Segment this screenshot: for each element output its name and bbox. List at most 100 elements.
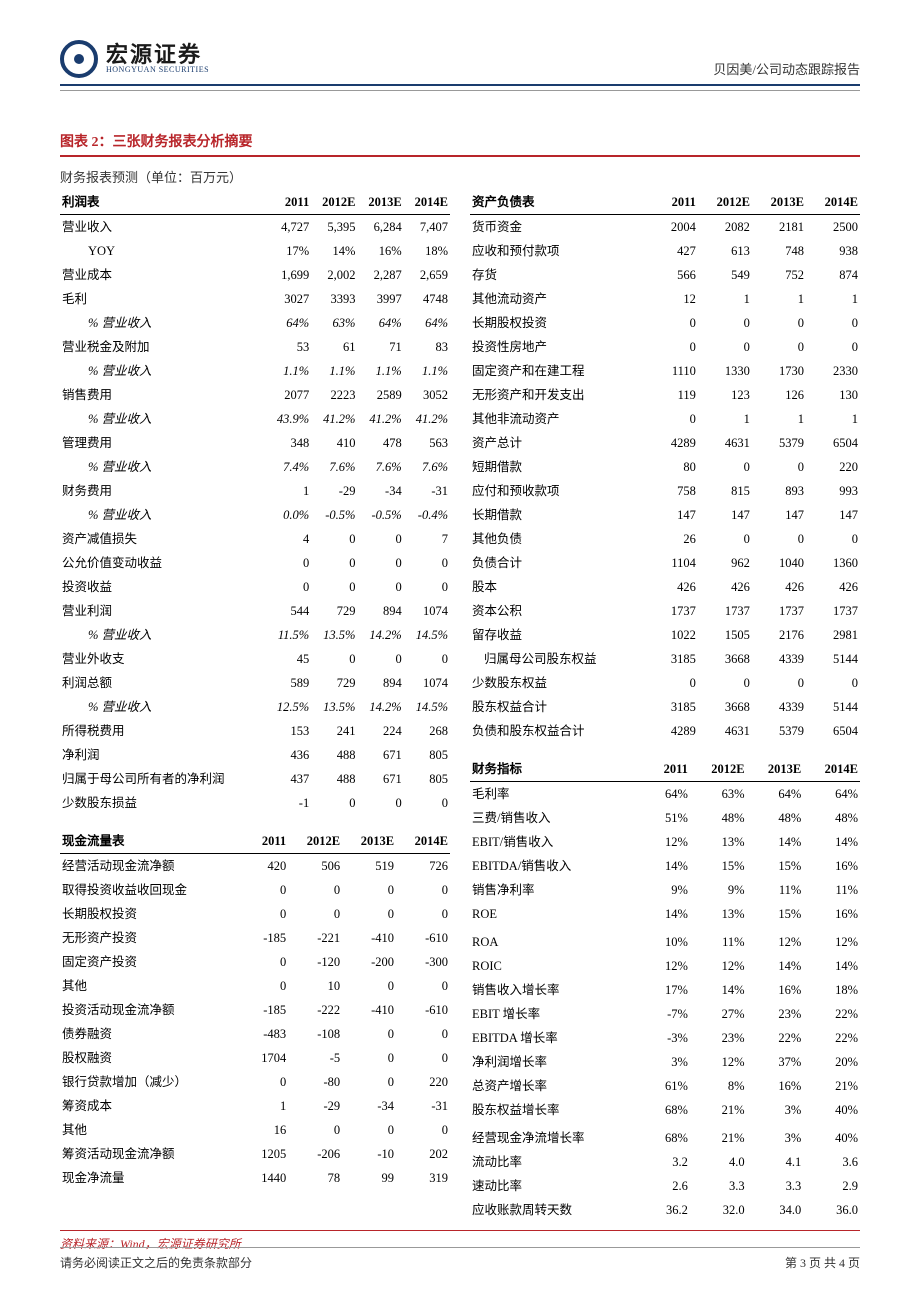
cell-value: 613 (698, 239, 752, 263)
cell-value: 0 (396, 902, 450, 926)
cell-value: 7.6% (357, 455, 403, 479)
cell-value: 0 (357, 527, 403, 551)
cell-value: 0 (342, 1022, 396, 1046)
cell-value: 2589 (357, 383, 403, 407)
table-row: 其他非流动资产0111 (470, 407, 860, 431)
cell-value: 23% (690, 1026, 747, 1050)
cell-value: 14.2% (357, 695, 403, 719)
cell-value: 5,395 (311, 215, 357, 240)
table-row: EBITDA/销售收入14%15%15%16% (470, 854, 860, 878)
cell-value: 0 (311, 791, 357, 815)
row-label: EBIT 增长率 (470, 1002, 647, 1026)
metrics-table: 财务指标 2011 2012E 2013E 2014E 毛利率64%63%64%… (470, 757, 860, 1222)
row-label: 负债和股东权益合计 (470, 719, 656, 743)
page-footer: 请务必阅读正文之后的免责条款部分 第 3 页 共 4 页 (60, 1247, 860, 1271)
cell-value: 589 (266, 671, 311, 695)
row-label: 归属于母公司所有者的净利润 (60, 767, 266, 791)
cell-value: -10 (342, 1142, 396, 1166)
cell-value: 14% (803, 954, 860, 978)
table-row: 速动比率2.63.33.32.9 (470, 1174, 860, 1198)
cell-value: 10% (647, 930, 690, 954)
cell-value: 15% (747, 854, 804, 878)
cell-value: 1.1% (311, 359, 357, 383)
cell-value: 348 (266, 431, 311, 455)
table-row: 所得税费用153241224268 (60, 719, 450, 743)
cell-value: 4 (266, 527, 311, 551)
table-row: 固定资产投资0-120-200-300 (60, 950, 450, 974)
row-label: % 营业收入 (60, 311, 266, 335)
cell-value: -3% (647, 1026, 690, 1050)
row-label: 流动比率 (470, 1150, 647, 1174)
cell-value: 1737 (806, 599, 860, 623)
table-row: ROA10%11%12%12% (470, 930, 860, 954)
cell-value: 2,287 (357, 263, 403, 287)
cell-value: 426 (752, 575, 806, 599)
cell-value: 7.4% (266, 455, 311, 479)
cell-value: 36.2 (647, 1198, 690, 1222)
cell-value: 61 (311, 335, 357, 359)
cell-value: 1 (806, 407, 860, 431)
cell-value: -0.5% (357, 503, 403, 527)
cell-value: 752 (752, 263, 806, 287)
cell-value: 4339 (752, 695, 806, 719)
cell-value: 3052 (404, 383, 450, 407)
row-label: 少数股东权益 (470, 671, 656, 695)
cell-value: -410 (342, 998, 396, 1022)
cell-value: 5144 (806, 695, 860, 719)
table-row: 营业利润5447298941074 (60, 599, 450, 623)
row-label: 股本 (470, 575, 656, 599)
cell-value: 9% (647, 878, 690, 902)
cell-value: 544 (266, 599, 311, 623)
table-row: EBIT 增长率-7%27%23%22% (470, 1002, 860, 1026)
chart-title: 图表 2：三张财务报表分析摘要 (60, 131, 860, 157)
cell-value: -108 (288, 1022, 342, 1046)
row-label: EBITDA 增长率 (470, 1026, 647, 1050)
cell-value: 1,699 (266, 263, 311, 287)
cell-value: 420 (246, 854, 288, 879)
cell-value: 11% (747, 878, 804, 902)
cell-value: 1730 (752, 359, 806, 383)
cell-value: 1737 (698, 599, 752, 623)
cell-value: 153 (266, 719, 311, 743)
cell-value: 220 (806, 455, 860, 479)
row-label: 银行贷款增加（减少） (60, 1070, 246, 1094)
cell-value: 893 (752, 479, 806, 503)
row-label: 利润总额 (60, 671, 266, 695)
cell-value: 14% (311, 239, 357, 263)
table-row: 存货566549752874 (470, 263, 860, 287)
cell-value: 6504 (806, 719, 860, 743)
row-label: 其他 (60, 1118, 246, 1142)
logo-icon (60, 40, 98, 78)
income-statement-table: 利润表 2011 2012E 2013E 2014E 营业收入4,7275,39… (60, 190, 450, 815)
year-2014e: 2014E (404, 190, 450, 215)
cell-value: 48% (690, 806, 747, 830)
row-label: 负债合计 (470, 551, 656, 575)
cell-value: 36.0 (803, 1198, 860, 1222)
row-label: 投资收益 (60, 575, 266, 599)
row-label: 净利润增长率 (470, 1050, 647, 1074)
table-row: 筹资成本1-29-34-31 (60, 1094, 450, 1118)
cell-value: 0 (698, 671, 752, 695)
cell-value: 15% (690, 854, 747, 878)
table-row: 归属于母公司所有者的净利润437488671805 (60, 767, 450, 791)
row-label: 取得投资收益收回现金 (60, 878, 246, 902)
cell-value: 1.1% (266, 359, 311, 383)
cell-value: 64% (647, 782, 690, 807)
cell-value: 3668 (698, 695, 752, 719)
cell-value: 3% (747, 1126, 804, 1150)
cell-value: -206 (288, 1142, 342, 1166)
cell-value: 3668 (698, 647, 752, 671)
cell-value: 0 (698, 455, 752, 479)
cell-value: 34.0 (747, 1198, 804, 1222)
cashflow-header-row: 现金流量表 2011 2012E 2013E 2014E (60, 829, 450, 854)
row-label: ROE (470, 902, 647, 926)
cell-value: 0 (656, 407, 698, 431)
row-label: 投资活动现金流净额 (60, 998, 246, 1022)
table-row: 利润总额5897298941074 (60, 671, 450, 695)
logo-text-cn: 宏源证券 (106, 44, 209, 66)
row-label: 管理费用 (60, 431, 266, 455)
cell-value: 64% (266, 311, 311, 335)
cell-value: 874 (806, 263, 860, 287)
table-row: 短期借款8000220 (470, 455, 860, 479)
cell-value: 63% (311, 311, 357, 335)
